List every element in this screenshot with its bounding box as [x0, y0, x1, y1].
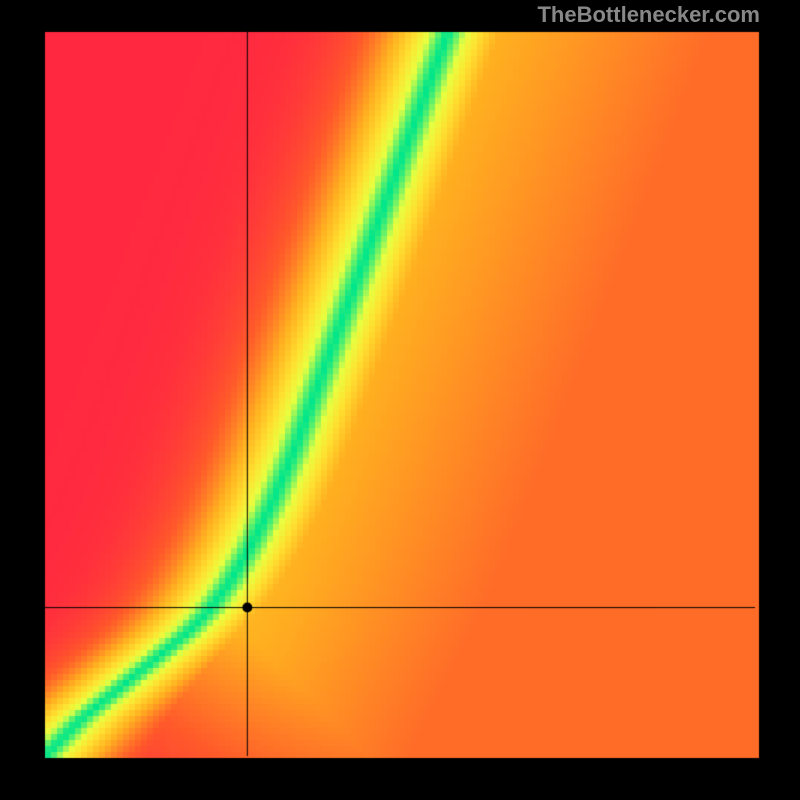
bottleneck-heatmap [0, 0, 800, 800]
watermark-text: TheBottlenecker.com [537, 2, 760, 28]
